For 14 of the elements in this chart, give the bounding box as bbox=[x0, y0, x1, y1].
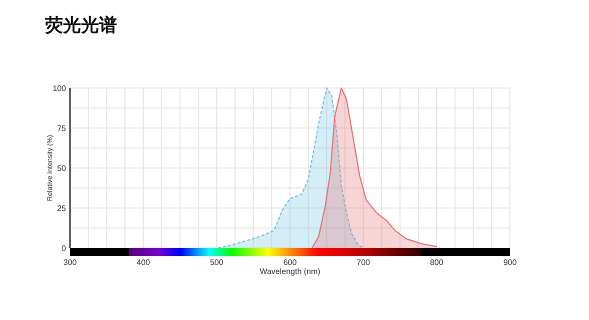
x-tick-label: 500 bbox=[210, 258, 224, 267]
y-tick-label: 0 bbox=[62, 244, 67, 253]
chart-title: 荧光光谱 bbox=[44, 15, 117, 36]
y-tick-label: 25 bbox=[57, 204, 67, 213]
x-axis-title: Wavelength (nm) bbox=[260, 267, 321, 276]
x-tick-label: 300 bbox=[63, 258, 78, 267]
y-tick-label: 50 bbox=[57, 164, 67, 173]
x-tick-label: 400 bbox=[136, 258, 151, 267]
x-tick-label: 700 bbox=[356, 258, 371, 267]
y-tick-label: 75 bbox=[57, 124, 67, 133]
x-tick-label: 600 bbox=[283, 258, 298, 267]
y-tick-label: 100 bbox=[52, 84, 67, 93]
x-tick-label: 800 bbox=[430, 258, 444, 267]
x-tick-label: 900 bbox=[503, 258, 518, 267]
